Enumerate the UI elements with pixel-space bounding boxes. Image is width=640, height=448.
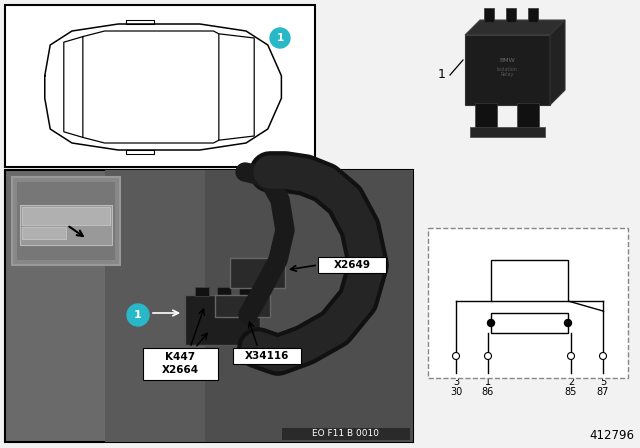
Bar — [205, 170, 413, 442]
Text: X2664: X2664 — [161, 365, 198, 375]
Bar — [506, 8, 516, 22]
Text: 30: 30 — [450, 387, 462, 397]
Text: 86: 86 — [482, 387, 494, 397]
Text: 5: 5 — [600, 377, 606, 387]
Text: 85: 85 — [565, 387, 577, 397]
Bar — [465, 35, 550, 105]
Bar — [215, 295, 270, 317]
Bar — [282, 428, 410, 440]
Bar — [195, 287, 209, 296]
Text: BMW: BMW — [499, 57, 515, 63]
Bar — [17, 182, 115, 260]
Text: 412796: 412796 — [589, 429, 634, 442]
Polygon shape — [465, 20, 565, 35]
Bar — [20, 205, 112, 245]
Text: 1: 1 — [485, 377, 491, 387]
Bar — [491, 260, 568, 301]
Bar — [475, 103, 497, 128]
Text: X2649: X2649 — [333, 260, 371, 270]
Bar — [230, 258, 285, 288]
Circle shape — [488, 319, 495, 327]
Bar — [5, 170, 413, 442]
Text: K447: K447 — [165, 352, 195, 362]
Bar — [517, 103, 539, 128]
Circle shape — [600, 353, 607, 359]
Text: 1: 1 — [276, 33, 284, 43]
Bar — [22, 207, 110, 225]
Polygon shape — [550, 20, 565, 105]
Bar — [143, 348, 218, 380]
Circle shape — [127, 304, 149, 326]
Text: Isolation
Relay: Isolation Relay — [497, 67, 517, 78]
Bar — [22, 227, 66, 239]
Bar — [233, 348, 301, 364]
Bar — [528, 8, 538, 22]
Bar — [491, 313, 568, 333]
Text: 2: 2 — [568, 377, 574, 387]
Bar — [239, 287, 253, 296]
Text: 87: 87 — [597, 387, 609, 397]
Text: 1: 1 — [134, 310, 142, 320]
Bar — [318, 257, 386, 273]
Circle shape — [484, 353, 492, 359]
Bar — [185, 295, 260, 345]
Bar — [217, 287, 231, 296]
Text: 1: 1 — [438, 69, 446, 82]
Text: X34116: X34116 — [245, 351, 289, 361]
Bar — [105, 170, 413, 442]
Text: 3: 3 — [453, 377, 459, 387]
Text: EO F11 B 0010: EO F11 B 0010 — [312, 430, 380, 439]
Circle shape — [568, 353, 575, 359]
Bar — [5, 5, 315, 167]
Bar — [484, 8, 494, 22]
Bar — [470, 127, 545, 137]
Circle shape — [564, 319, 572, 327]
Bar — [428, 228, 628, 378]
Bar — [12, 177, 120, 265]
Circle shape — [452, 353, 460, 359]
Circle shape — [270, 28, 290, 48]
